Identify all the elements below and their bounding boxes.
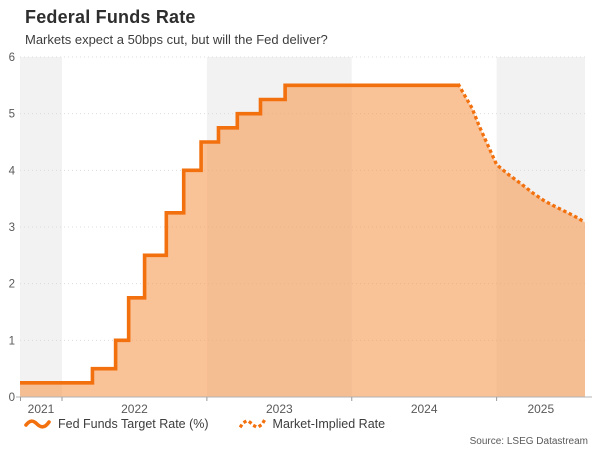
y-tick-label: 2 bbox=[9, 279, 15, 291]
legend: Fed Funds Target Rate (%) Market-Implied… bbox=[24, 417, 385, 431]
source-credit: Source: LSEG Datastream bbox=[469, 436, 588, 447]
x-year-label: 2022 bbox=[121, 402, 148, 416]
dotted-line-icon bbox=[238, 418, 266, 429]
x-year-label: 2025 bbox=[527, 402, 554, 416]
fed-funds-target-rate-line bbox=[20, 83, 459, 385]
legend-item-market-implied: Market-Implied Rate bbox=[238, 417, 386, 431]
x-year-label: 2021 bbox=[28, 402, 55, 416]
chart-subtitle: Markets expect a 50bps cut, but will the… bbox=[25, 32, 328, 47]
chart-title: Federal Funds Rate bbox=[25, 7, 196, 27]
x-year-label: 2024 bbox=[411, 402, 438, 416]
rate-area-fill bbox=[20, 85, 585, 397]
x-year-label: 2023 bbox=[266, 402, 293, 416]
y-tick-label: 1 bbox=[9, 335, 15, 347]
solid-line-icon bbox=[24, 419, 51, 429]
legend-item-target-rate: Fed Funds Target Rate (%) bbox=[24, 417, 209, 431]
market-implied-rate-line bbox=[456, 83, 588, 225]
y-tick-label: 3 bbox=[9, 222, 15, 234]
y-tick-label: 4 bbox=[9, 165, 16, 177]
legend-label: Market-Implied Rate bbox=[272, 417, 386, 431]
legend-label: Fed Funds Target Rate (%) bbox=[58, 417, 209, 431]
y-tick-label: 5 bbox=[9, 109, 15, 121]
y-tick-label: 0 bbox=[9, 392, 15, 404]
y-tick-label: 6 bbox=[9, 52, 15, 64]
year-band bbox=[20, 57, 63, 397]
